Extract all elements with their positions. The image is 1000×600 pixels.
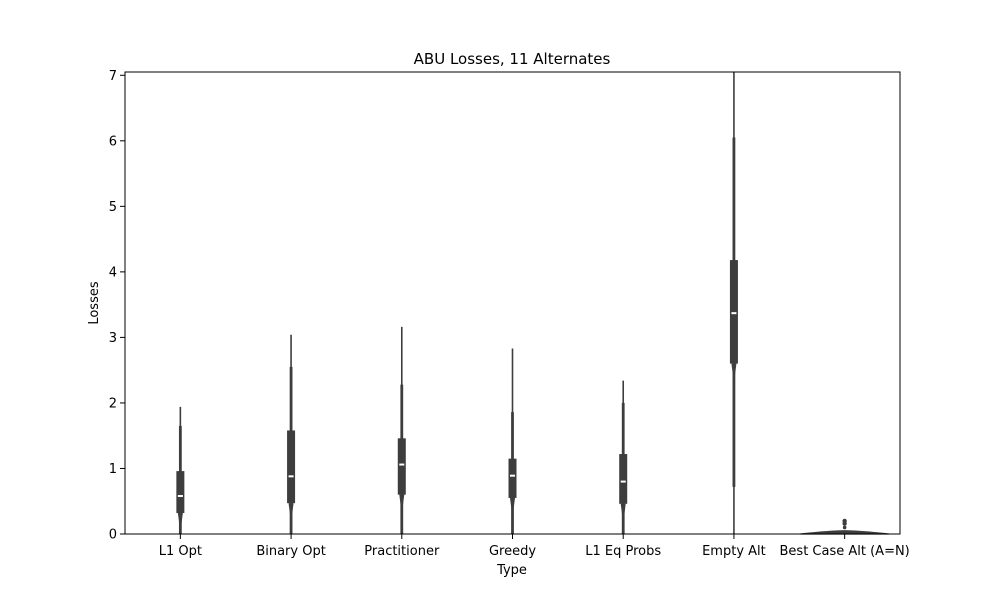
iqr-box [508, 458, 517, 498]
y-axis: 0 1 2 3 4 5 6 7 [109, 69, 125, 543]
x-tick-label: L1 Opt [159, 544, 202, 559]
violin-tail [399, 494, 405, 515]
violin [287, 334, 296, 534]
y-tick-label: 7 [109, 69, 117, 84]
y-tick-label: 3 [109, 331, 117, 346]
iqr-box [176, 471, 185, 514]
violin-tail [288, 503, 294, 523]
x-tick-label: Greedy [489, 544, 536, 559]
iqr-box [729, 260, 738, 364]
x-tick-label: L1 Eq Probs [585, 544, 661, 559]
y-axis-title: Losses [87, 281, 102, 325]
outlier-point [842, 525, 847, 530]
y-tick-label: 2 [109, 396, 117, 411]
violin-group [176, 72, 889, 535]
y-tick-label: 0 [109, 528, 117, 543]
y-tick-label: 4 [109, 265, 117, 280]
violin-tail [731, 363, 737, 384]
violin-tail [510, 497, 515, 518]
x-tick-label: Binary Opt [256, 544, 326, 559]
x-axis-title: Type [496, 563, 527, 578]
y-tick-label: 1 [109, 462, 117, 477]
violin [619, 380, 628, 534]
x-tick-label: Best Case Alt (A=N) [780, 544, 910, 559]
violin-tail [177, 513, 183, 533]
x-axis: L1 Opt Binary Opt Practitioner Greedy L1 Eq … [159, 534, 910, 559]
x-tick-label: Empty Alt [702, 544, 766, 559]
violin-body [800, 530, 889, 535]
iqr-box [619, 454, 628, 504]
violin-tail [620, 503, 626, 524]
y-tick-label: 5 [109, 200, 117, 215]
y-tick-label: 6 [109, 134, 117, 149]
violin [508, 348, 517, 534]
iqr-box [397, 438, 406, 495]
violin [176, 406, 185, 534]
chart-title: ABU Losses, 11 Alternates [414, 50, 611, 68]
outlier-point [842, 521, 847, 526]
plot-frame [124, 71, 901, 535]
x-tick-label: Practitioner [364, 544, 440, 559]
violin [800, 518, 889, 535]
violin [729, 72, 738, 534]
violin [397, 326, 406, 534]
iqr-box [287, 430, 296, 504]
